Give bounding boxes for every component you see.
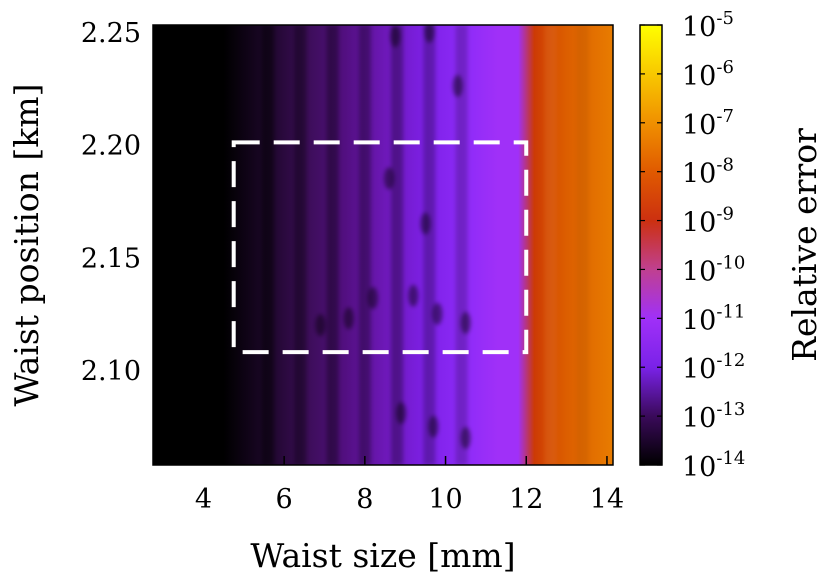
colorbar-tick-label: 10-11 bbox=[682, 301, 745, 336]
colorbar-tick-label: 10-8 bbox=[682, 155, 734, 190]
colorbar-tick-label: 10-9 bbox=[682, 204, 734, 239]
colorbar-tick-label: 10-7 bbox=[682, 106, 734, 141]
texture-streak bbox=[455, 25, 468, 465]
colorbar-ticks: 10-14 10-13 10-12 10-11 10-10 10-9 10-8 10-7 10-… bbox=[640, 8, 745, 483]
texture-spot bbox=[432, 302, 443, 325]
colorbar-gradient bbox=[639, 24, 663, 466]
plot-frame bbox=[152, 24, 614, 466]
texture-streak bbox=[544, 25, 557, 465]
texture-spot bbox=[367, 287, 378, 310]
colorbar-tick-label: 10-14 bbox=[682, 448, 745, 483]
y-tick-label: 2.25 bbox=[81, 18, 141, 49]
y-axis-label: Waist position [km] bbox=[7, 84, 46, 407]
colorbar-tick-label: 10-13 bbox=[682, 399, 745, 434]
y-tick-label: 2.20 bbox=[81, 131, 141, 162]
texture-spot bbox=[424, 25, 435, 43]
texture-spot bbox=[343, 307, 354, 330]
texture-spot bbox=[428, 415, 439, 438]
texture-streak bbox=[391, 25, 404, 465]
x-tick-label: 10 bbox=[428, 484, 462, 515]
y-tick-label: 2.10 bbox=[81, 356, 141, 387]
texture-spot bbox=[460, 426, 471, 449]
y-axis-ticks: 2.10 2.15 2.20 2.25 bbox=[81, 18, 162, 387]
texture-spot bbox=[408, 284, 419, 307]
texture-spot bbox=[452, 74, 463, 97]
texture-spot bbox=[384, 167, 395, 190]
x-tick-label: 12 bbox=[509, 484, 543, 515]
heatmap-plot-area bbox=[152, 24, 614, 466]
colorbar-tick-label: 10-6 bbox=[682, 57, 734, 92]
texture-spot bbox=[315, 314, 326, 337]
texture-streak bbox=[358, 25, 371, 465]
colorbar-tick-label: 10-12 bbox=[682, 350, 745, 385]
colorbar-tick-label: 10-10 bbox=[682, 252, 745, 287]
texture-spot bbox=[390, 25, 401, 48]
x-axis-label: Waist size [mm] bbox=[250, 536, 515, 575]
heatmap-texture bbox=[262, 25, 589, 465]
y-tick-label: 2.15 bbox=[81, 243, 141, 274]
colorbar-label: Relative error bbox=[785, 128, 824, 362]
texture-streak bbox=[294, 25, 307, 465]
x-tick-label: 6 bbox=[276, 484, 293, 515]
texture-spot bbox=[460, 311, 471, 334]
texture-streak bbox=[326, 25, 339, 465]
texture-streak bbox=[262, 25, 274, 465]
colorbar-tick-label: 10-5 bbox=[682, 8, 734, 43]
x-tick-label: 8 bbox=[356, 484, 373, 515]
colorbar: 10-14 10-13 10-12 10-11 10-10 10-9 10-8 10-7 10-… bbox=[639, 8, 745, 483]
texture-streak bbox=[576, 25, 589, 465]
heatmap-field bbox=[153, 25, 613, 465]
x-axis-ticks: 4 6 8 10 12 14 bbox=[195, 456, 624, 515]
texture-spot bbox=[420, 212, 431, 235]
x-tick-label: 14 bbox=[590, 484, 624, 515]
dashed-region-rectangle bbox=[231, 140, 529, 355]
texture-spot bbox=[396, 402, 407, 425]
texture-streak bbox=[423, 25, 436, 465]
x-tick-label: 4 bbox=[195, 484, 212, 515]
